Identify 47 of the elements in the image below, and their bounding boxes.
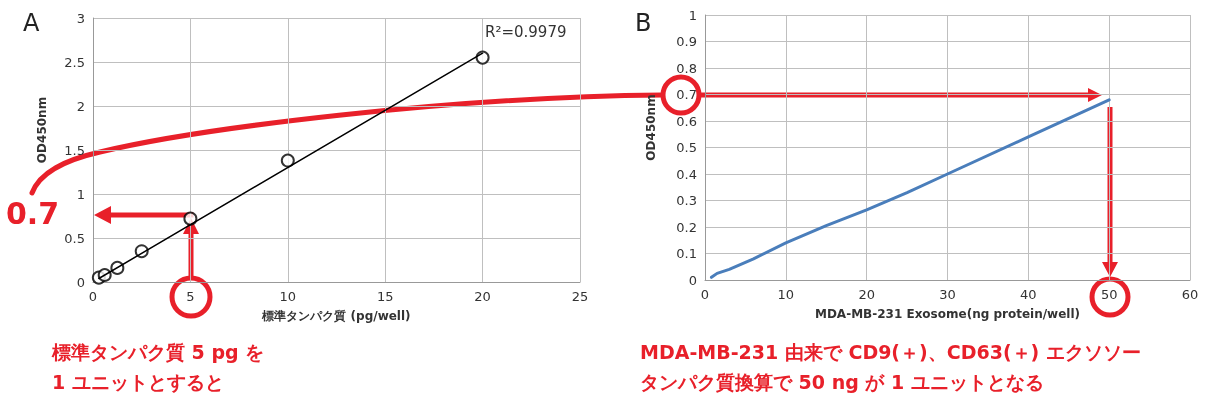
y-tick-label: 0.3 [676, 193, 697, 208]
x-tick-label: 15 [376, 289, 394, 304]
y-tick-label: 3 [76, 10, 85, 26]
text: 0.7 [6, 195, 60, 231]
y-tick-label: 0.2 [676, 219, 697, 235]
x-tick-label: 10 [279, 289, 297, 304]
text: タンパク質換算で 50 ng が 1 ユニットとなる [640, 370, 1044, 393]
y-tick-label: 0.4 [676, 166, 697, 182]
x-axis-title: MDA-MB-231 Exosome(ng protein/well) [814, 307, 1081, 321]
x-tick-label: 20 [858, 287, 875, 302]
x-tick-label: 0 [700, 287, 710, 302]
text: MDA-MB-231 由来で CD9(＋)、CD63(＋) エクソソー [640, 340, 1141, 363]
point [183, 211, 198, 226]
y-tick-label: 1 [688, 7, 697, 23]
y-tick-label: 0.5 [676, 140, 697, 155]
chart-title: B [635, 9, 652, 37]
y-tick-label: 0 [688, 272, 697, 288]
y-tick-label: 1.5 [64, 142, 85, 158]
line-series [709, 98, 1111, 279]
x-tick-label: 20 [474, 289, 491, 304]
x-tick-label: 30 [939, 287, 956, 302]
x-tick-label: 50 [1100, 287, 1118, 302]
text: 標準タンパク質 5 pg を [51, 340, 265, 363]
x-tick-label: 0 [88, 289, 98, 304]
y-tick-label: 2.5 [64, 54, 85, 70]
x-tick-label: 40 [1020, 287, 1037, 302]
x-tick-label: 5 [186, 289, 195, 304]
y-tick-label: 0.5 [64, 230, 85, 246]
y-tick-label: 0.9 [676, 34, 697, 49]
x-tick-label: 10 [777, 287, 795, 302]
x-tick-label: 25 [571, 289, 589, 304]
point [280, 153, 295, 168]
y-tick-label: 0.6 [676, 113, 697, 129]
y-tick-label: 2 [76, 98, 85, 114]
annotation: R²=0.9979 [485, 22, 567, 41]
y-axis-title: OD450nm [644, 94, 658, 161]
y-tick-label: 0 [76, 274, 85, 290]
x-tick-label: 60 [1181, 287, 1199, 302]
y-tick-label: 0.7 [676, 87, 697, 102]
y-tick-label: 1 [76, 186, 85, 202]
y-axis-title: OD450nm [35, 96, 49, 164]
chart-title: A [23, 9, 40, 37]
y-tick-label: 0.8 [676, 60, 697, 76]
x-axis-title: 標準タンパク質 (pg/well) [261, 309, 411, 323]
point [475, 50, 490, 65]
y-tick-label: 0.1 [676, 246, 697, 261]
text: 1 ユニットとすると [52, 370, 224, 393]
